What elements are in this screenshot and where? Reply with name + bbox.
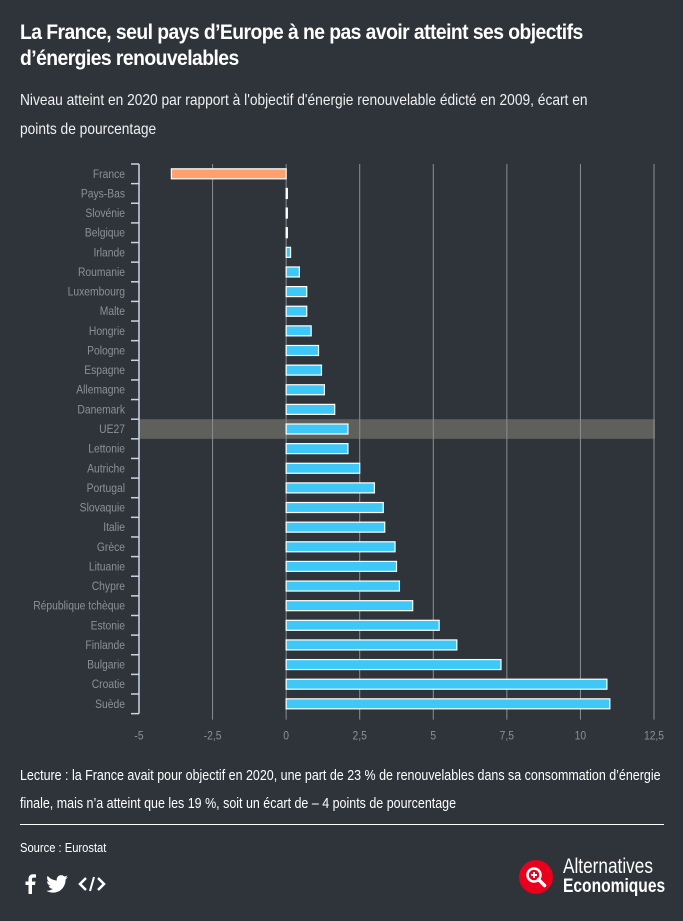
bar-gr-ce[interactable]	[285, 541, 396, 553]
bar-autriche[interactable]	[285, 462, 361, 474]
x-tick-label: 12,5	[644, 730, 664, 743]
category-label: Croatie	[92, 679, 125, 692]
category-label: Allemagne	[76, 384, 125, 397]
category-label: République tchèque	[33, 600, 125, 613]
category-label: Portugal	[87, 482, 125, 495]
category-label: Lettonie	[88, 443, 125, 456]
x-tick-label: 2,5	[353, 730, 367, 743]
bar-chypre[interactable]	[285, 580, 401, 592]
bar-finlande[interactable]	[285, 639, 458, 651]
facebook-icon[interactable]	[24, 874, 36, 894]
category-label: Danemark	[77, 404, 125, 417]
bar-slov-nie[interactable]	[285, 207, 288, 219]
bar-pays-bas[interactable]	[285, 187, 288, 200]
social-share-bar	[24, 874, 106, 894]
embed-code-icon[interactable]	[78, 875, 106, 893]
bar-croatie[interactable]	[285, 678, 608, 690]
category-label: UE27	[99, 423, 125, 436]
highlight-band-ue27	[139, 419, 655, 439]
bar-su-de[interactable]	[285, 698, 611, 710]
bar-lituanie[interactable]	[285, 560, 398, 573]
bar-hongrie[interactable]	[285, 325, 312, 337]
bar-pologne[interactable]	[285, 344, 320, 357]
magnifier-plus-icon	[519, 860, 553, 894]
logo-line-1: Alternatives	[563, 855, 653, 878]
bar-slovaquie[interactable]	[285, 501, 384, 514]
category-label: Hongrie	[89, 325, 125, 338]
bar-belgique[interactable]	[285, 227, 288, 239]
x-tick-label: 5	[430, 730, 436, 743]
category-label: Irlande	[93, 247, 125, 260]
bar-r-publique-tch-que[interactable]	[285, 600, 414, 612]
category-label: Italie	[103, 522, 125, 535]
category-label: Malte	[100, 306, 125, 319]
alternatives-economiques-logo[interactable]: Alternatives Economiques	[519, 855, 683, 897]
category-label: Slovénie	[85, 207, 125, 220]
category-label: Autriche	[87, 463, 125, 476]
bar-irlande[interactable]	[285, 246, 292, 258]
category-label: Espagne	[84, 364, 125, 377]
x-tick-label: 10	[575, 730, 586, 743]
category-label: Roumanie	[78, 266, 125, 279]
bar-estonie[interactable]	[285, 619, 440, 631]
category-label: Luxembourg	[68, 286, 125, 299]
category-label: Chypre	[92, 580, 125, 593]
category-label: Slovaquie	[80, 502, 125, 515]
x-tick-label: 0	[283, 730, 289, 743]
bar-chart: France Pays-Bas Slovénie Belgique Irlande Rou…	[33, 163, 664, 743]
chart-subtitle: Niveau atteint en 2020 par rapport à l'o…	[20, 92, 588, 138]
x-tick-label: 7,5	[500, 730, 514, 743]
twitter-icon[interactable]	[46, 875, 68, 893]
bar-luxembourg[interactable]	[285, 285, 308, 298]
category-label: Pays-Bas	[81, 188, 126, 201]
category-label: Finlande	[85, 639, 125, 652]
category-label: Belgique	[85, 227, 125, 240]
bar-danemark[interactable]	[285, 403, 336, 415]
footer-divider	[20, 824, 664, 825]
reading-note: Lecture : la France avait pour objectif …	[20, 768, 661, 812]
bar-ue27[interactable]	[285, 423, 349, 435]
bar-allemagne[interactable]	[285, 384, 325, 396]
source-note: Source : Eurostat	[20, 840, 107, 855]
bar-portugal[interactable]	[285, 482, 376, 494]
category-label: Bulgarie	[87, 659, 125, 672]
x-tick-label: -2,5	[204, 730, 222, 743]
bar-bulgarie[interactable]	[285, 658, 502, 671]
logo-line-2: Economiques	[563, 876, 666, 897]
category-label: France	[93, 168, 125, 181]
bar-lettonie[interactable]	[285, 443, 349, 455]
category-label: Estonie	[91, 620, 125, 633]
x-tick-label: -5	[134, 730, 143, 743]
bar-roumanie[interactable]	[285, 266, 300, 278]
category-label: Pologne	[87, 345, 125, 358]
bar-france[interactable]	[170, 168, 287, 180]
category-label: Lituanie	[89, 561, 125, 574]
bar-italie[interactable]	[285, 521, 386, 533]
chart-title: La France, seul pays d’Europe à ne pas a…	[20, 21, 583, 70]
category-label: Suède	[95, 698, 125, 711]
bar-malte[interactable]	[285, 305, 308, 317]
bar-espagne[interactable]	[285, 364, 323, 376]
category-label: Grèce	[97, 541, 125, 554]
